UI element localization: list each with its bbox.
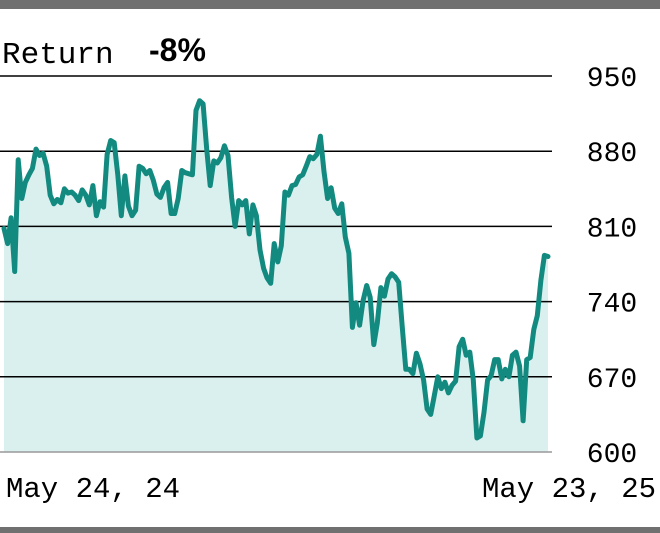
x-axis-end-label: May 23, 25 bbox=[482, 473, 656, 506]
area-fill-layer bbox=[4, 100, 548, 452]
y-tick-label-600: 600 bbox=[587, 440, 637, 471]
gridlines bbox=[0, 75, 552, 378]
return-title-label: Return bbox=[2, 38, 114, 73]
x-axis-start-label: May 24, 24 bbox=[6, 473, 180, 506]
top-frame-bar bbox=[0, 0, 660, 9]
y-tick-label-880: 880 bbox=[587, 139, 637, 170]
y-tick-label-670: 670 bbox=[587, 365, 637, 396]
y-tick-label-810: 810 bbox=[587, 214, 637, 245]
price-line bbox=[1, 98, 551, 441]
return-value: -8% bbox=[149, 32, 206, 68]
bottom-frame-bar bbox=[0, 527, 660, 533]
price-line-layer bbox=[1, 98, 551, 441]
y-tick-label-740: 740 bbox=[587, 290, 637, 321]
y-tick-labels: 950 880 810 740 670 600 bbox=[587, 64, 637, 471]
area-fill bbox=[4, 100, 548, 452]
y-tick-label-950: 950 bbox=[587, 64, 637, 95]
